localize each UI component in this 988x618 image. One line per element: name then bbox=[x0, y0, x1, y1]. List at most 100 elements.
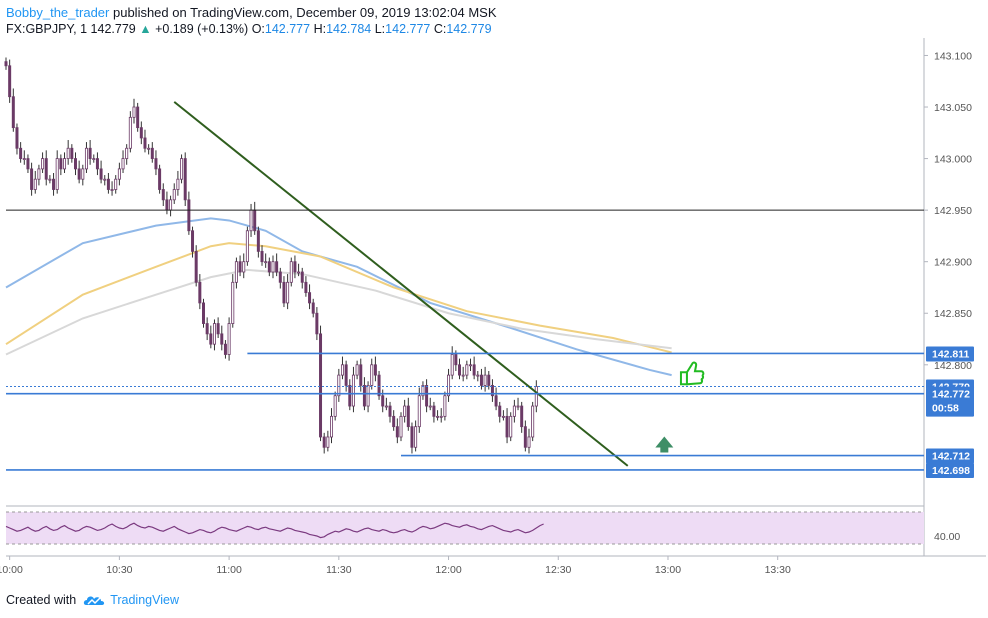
candle bbox=[73, 152, 77, 176]
candle bbox=[242, 253, 246, 279]
candle-body bbox=[377, 374, 381, 397]
candle bbox=[77, 160, 81, 184]
candle bbox=[191, 226, 195, 258]
candle-body bbox=[319, 333, 323, 438]
candle bbox=[311, 298, 315, 318]
candle bbox=[143, 129, 147, 153]
candle bbox=[212, 319, 216, 351]
candle bbox=[92, 154, 96, 163]
candle bbox=[99, 160, 103, 184]
author-link[interactable]: Bobby_the_trader bbox=[6, 5, 110, 20]
x-tick-label: 11:00 bbox=[216, 564, 242, 576]
candle bbox=[333, 391, 337, 421]
candle-body bbox=[476, 374, 480, 377]
candle-body bbox=[461, 374, 465, 377]
candle-body bbox=[11, 96, 15, 129]
candle-body bbox=[443, 395, 447, 417]
candle-body bbox=[128, 116, 132, 149]
candle-body bbox=[428, 405, 432, 408]
candle-body bbox=[498, 405, 502, 417]
candle bbox=[154, 150, 158, 176]
candle-body bbox=[121, 158, 125, 170]
candle-body bbox=[271, 261, 275, 273]
candle-body bbox=[278, 271, 282, 283]
candle-body bbox=[48, 178, 52, 181]
candle-body bbox=[501, 415, 505, 418]
candle bbox=[403, 399, 407, 423]
candle-body bbox=[512, 405, 516, 417]
candle bbox=[128, 111, 132, 153]
candle bbox=[392, 410, 396, 431]
candle-body bbox=[322, 436, 326, 448]
candle bbox=[399, 412, 403, 442]
candle-body bbox=[286, 281, 290, 304]
candle bbox=[406, 397, 410, 431]
candle-body bbox=[293, 261, 297, 273]
candle bbox=[260, 245, 264, 266]
candle bbox=[297, 263, 301, 277]
candle bbox=[282, 276, 286, 308]
price-change: +0.189 (+0.13%) bbox=[155, 22, 249, 36]
candle-body bbox=[410, 426, 414, 448]
candle bbox=[52, 173, 56, 196]
candle-body bbox=[355, 364, 359, 376]
candle-body bbox=[330, 415, 334, 438]
candle bbox=[479, 368, 483, 390]
candle bbox=[293, 255, 297, 279]
candle-body bbox=[260, 250, 264, 263]
created-with-text: Created with bbox=[6, 593, 77, 607]
candle-body bbox=[52, 178, 56, 190]
candle-body bbox=[110, 189, 114, 191]
candle bbox=[114, 175, 118, 194]
candle-body bbox=[494, 395, 498, 407]
candle bbox=[319, 325, 323, 442]
candle bbox=[22, 150, 26, 165]
moving-average-slow bbox=[5, 268, 672, 356]
candle bbox=[165, 191, 169, 215]
low-label: L: bbox=[374, 22, 386, 36]
price-chart[interactable]: 143.100 143.050 143.000 142.950 142.900 142.8… bbox=[0, 0, 988, 590]
candle bbox=[300, 267, 304, 289]
candle-body bbox=[516, 405, 520, 408]
close-label: C: bbox=[433, 22, 447, 36]
candle-body bbox=[432, 405, 436, 417]
candle bbox=[359, 358, 363, 392]
countdown-text: 00:58 bbox=[932, 403, 959, 415]
candle bbox=[421, 381, 425, 400]
candle-body bbox=[245, 230, 249, 263]
candle-body bbox=[231, 281, 235, 324]
candle bbox=[476, 370, 480, 382]
candle bbox=[337, 368, 341, 402]
candle-body bbox=[520, 405, 524, 428]
open-label: O: bbox=[251, 22, 265, 36]
candle-body bbox=[531, 405, 535, 438]
candle-body bbox=[267, 261, 271, 273]
candle-body bbox=[509, 415, 513, 438]
candle-body bbox=[99, 168, 103, 180]
candle-body bbox=[66, 147, 70, 159]
candle-body bbox=[33, 178, 37, 190]
candle bbox=[223, 340, 227, 359]
candle-body bbox=[41, 158, 45, 170]
candle-body bbox=[300, 271, 304, 283]
candle bbox=[425, 379, 429, 413]
candle-body bbox=[161, 189, 165, 201]
candle-body bbox=[351, 374, 355, 407]
candle bbox=[48, 175, 52, 184]
candle bbox=[428, 397, 432, 411]
candle-body bbox=[63, 158, 67, 170]
tradingview-brand-link[interactable]: TradingView bbox=[110, 593, 179, 607]
candle bbox=[11, 88, 15, 132]
candle-body bbox=[84, 147, 88, 170]
price-tag-text: 142.811 bbox=[932, 348, 970, 360]
candle-body bbox=[169, 199, 173, 211]
candle bbox=[19, 142, 23, 163]
candle bbox=[505, 408, 509, 444]
moving-average-fast bbox=[5, 217, 672, 377]
candle bbox=[264, 253, 268, 268]
candle bbox=[534, 380, 538, 413]
candle bbox=[370, 358, 374, 390]
rsi-band bbox=[6, 512, 924, 544]
candle bbox=[88, 140, 92, 165]
candle-body bbox=[344, 364, 348, 386]
